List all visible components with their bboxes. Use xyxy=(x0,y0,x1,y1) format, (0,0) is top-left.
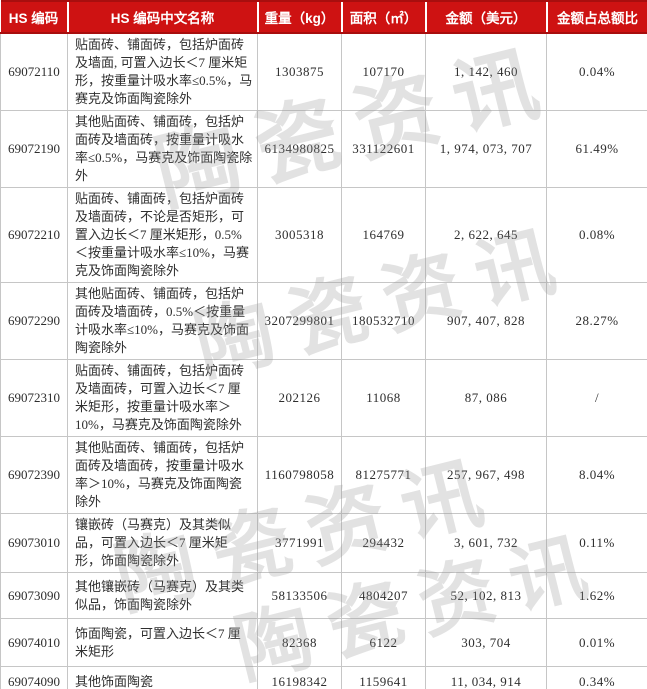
weight-cell: 3005318 xyxy=(257,187,342,283)
hs-code-cell: 69073090 xyxy=(0,572,68,619)
hs-code-cell: 69072310 xyxy=(0,359,68,437)
hs-code-cell: 69074010 xyxy=(0,618,68,667)
hs-code-cell: 69072110 xyxy=(0,32,68,111)
header-share: 金额占总额比 xyxy=(545,0,647,34)
table-row: 69072310 贴面砖、铺面砖，包括炉面砖及墙面砖，可置入边长＜7 厘米矩形，… xyxy=(0,359,647,437)
table-row: 69072290 其他贴面砖、铺面砖，包括炉面砖及墙面砖，0.5%＜按重量计吸水… xyxy=(0,282,647,360)
share-cell: 28.27% xyxy=(546,282,647,360)
hs-name-cell: 其他贴面砖、铺面砖，包括炉面砖及墙面砖，0.5%＜按重量计吸水率≤10%，马赛克… xyxy=(67,282,258,360)
amount-cell: 1, 142, 460 xyxy=(425,32,547,111)
table-row: 69072110 贴面砖、铺面砖，包括炉面砖及墙面, 可置入边长＜7 厘米矩形，… xyxy=(0,32,647,111)
share-cell: 0.34% xyxy=(546,666,647,689)
hs-name-cell: 贴面砖、铺面砖，包括炉面砖及墙面砖，可置入边长＜7 厘米矩形，按重量计吸水率＞1… xyxy=(67,359,258,437)
share-cell: 0.11% xyxy=(546,513,647,573)
table-row: 69074090 其他饰面陶瓷 16198342 1159641 11, 034… xyxy=(0,666,647,689)
hs-name-cell: 镶嵌砖（马赛克）及其类似品，可置入边长＜7 厘米矩形，饰面陶瓷除外 xyxy=(67,513,258,573)
share-cell: / xyxy=(546,359,647,437)
header-weight: 重量（kg） xyxy=(256,0,342,34)
weight-cell: 202126 xyxy=(257,359,342,437)
area-cell: 1159641 xyxy=(341,666,426,689)
weight-cell: 58133506 xyxy=(257,572,342,619)
weight-cell: 1303875 xyxy=(257,32,342,111)
amount-cell: 303, 704 xyxy=(425,618,547,667)
weight-cell: 6134980825 xyxy=(257,110,342,188)
weight-cell: 3771991 xyxy=(257,513,342,573)
hs-code-cell: 69072190 xyxy=(0,110,68,188)
area-cell: 6122 xyxy=(341,618,426,667)
amount-cell: 87, 086 xyxy=(425,359,547,437)
table-row: 69072190 其他贴面砖、铺面砖，包括炉面砖及墙面砖，按重量计吸水率≤0.5… xyxy=(0,110,647,188)
header-hs-code: HS 编码 xyxy=(0,0,68,34)
hs-name-cell: 饰面陶瓷，可置入边长＜7 厘米矩形 xyxy=(67,618,258,667)
area-cell: 81275771 xyxy=(341,436,426,514)
header-hs-name: HS 编码中文名称 xyxy=(66,0,258,34)
amount-cell: 1, 974, 073, 707 xyxy=(425,110,547,188)
table-row: 69072390 其他贴面砖、铺面砖，包括炉面砖及墙面砖，按重量计吸水率＞10%… xyxy=(0,436,647,514)
amount-cell: 907, 407, 828 xyxy=(425,282,547,360)
hs-code-cell: 69073010 xyxy=(0,513,68,573)
area-cell: 331122601 xyxy=(341,110,426,188)
hs-code-cell: 69074090 xyxy=(0,666,68,689)
table-header: HS 编码 HS 编码中文名称 重量（kg） 面积（㎡） 金额（美元） 金额占总… xyxy=(0,0,647,34)
area-cell: 180532710 xyxy=(341,282,426,360)
share-cell: 0.01% xyxy=(546,618,647,667)
share-cell: 8.04% xyxy=(546,436,647,514)
amount-cell: 52, 102, 813 xyxy=(425,572,547,619)
hs-code-cell: 69072290 xyxy=(0,282,68,360)
amount-cell: 257, 967, 498 xyxy=(425,436,547,514)
table-row: 69073010 镶嵌砖（马赛克）及其类似品，可置入边长＜7 厘米矩形，饰面陶瓷… xyxy=(0,513,647,573)
table-row: 69072210 贴面砖、铺面砖，包括炉面砖及墙面砖，不论是否矩形，可置入边长＜… xyxy=(0,187,647,283)
area-cell: 164769 xyxy=(341,187,426,283)
header-area: 面积（㎡） xyxy=(340,0,426,34)
area-cell: 294432 xyxy=(341,513,426,573)
hs-name-cell: 其他镶嵌砖（马赛克）及其类似品，饰面陶瓷除外 xyxy=(67,572,258,619)
share-cell: 1.62% xyxy=(546,572,647,619)
amount-cell: 11, 034, 914 xyxy=(425,666,547,689)
table-row: 69073090 其他镶嵌砖（马赛克）及其类似品，饰面陶瓷除外 58133506… xyxy=(0,572,647,619)
hs-name-cell: 贴面砖、铺面砖，包括炉面砖及墙面砖，不论是否矩形，可置入边长＜7 厘米矩形，0.… xyxy=(67,187,258,283)
share-cell: 61.49% xyxy=(546,110,647,188)
header-amount: 金额（美元） xyxy=(424,0,547,34)
hs-code-cell: 69072390 xyxy=(0,436,68,514)
hs-name-cell: 其他贴面砖、铺面砖，包括炉面砖及墙面砖，按重量计吸水率＞10%，马赛克及饰面陶瓷… xyxy=(67,436,258,514)
weight-cell: 16198342 xyxy=(257,666,342,689)
share-cell: 0.04% xyxy=(546,32,647,111)
hs-name-cell: 其他贴面砖、铺面砖，包括炉面砖及墙面砖，按重量计吸水率≤0.5%，马赛克及饰面陶… xyxy=(67,110,258,188)
area-cell: 4804207 xyxy=(341,572,426,619)
amount-cell: 2, 622, 645 xyxy=(425,187,547,283)
area-cell: 107170 xyxy=(341,32,426,111)
area-cell: 11068 xyxy=(341,359,426,437)
weight-cell: 3207299801 xyxy=(257,282,342,360)
hs-name-cell: 其他饰面陶瓷 xyxy=(67,666,258,689)
table-body: 69072110 贴面砖、铺面砖，包括炉面砖及墙面, 可置入边长＜7 厘米矩形，… xyxy=(0,32,647,689)
table-row: 69074010 饰面陶瓷，可置入边长＜7 厘米矩形 82368 6122 30… xyxy=(0,618,647,667)
hs-code-cell: 69072210 xyxy=(0,187,68,283)
weight-cell: 82368 xyxy=(257,618,342,667)
share-cell: 0.08% xyxy=(546,187,647,283)
weight-cell: 1160798058 xyxy=(257,436,342,514)
hs-name-cell: 贴面砖、铺面砖，包括炉面砖及墙面, 可置入边长＜7 厘米矩形，按重量计吸水率≤0… xyxy=(67,32,258,111)
amount-cell: 3, 601, 732 xyxy=(425,513,547,573)
